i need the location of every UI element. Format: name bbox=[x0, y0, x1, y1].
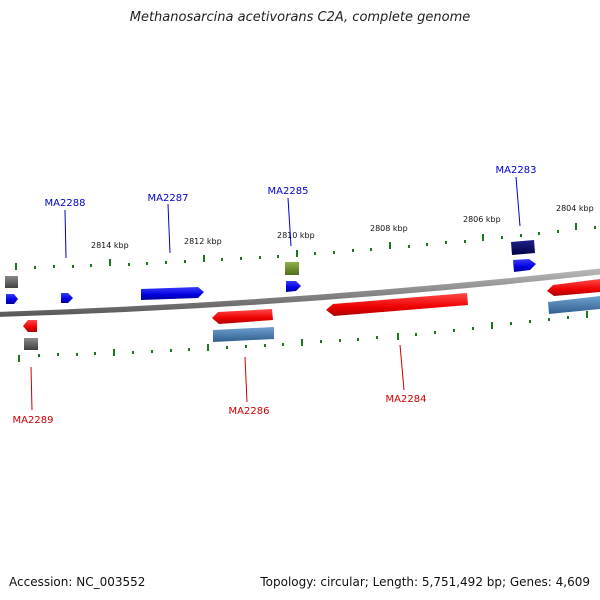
ruler-label: 2814 kbp bbox=[91, 241, 129, 250]
forward-leaders bbox=[64, 176, 521, 259]
gene-feature[interactable] bbox=[326, 293, 468, 316]
ruler-label: 2806 kbp bbox=[463, 215, 501, 224]
gene-label-reverse[interactable]: MA2286 bbox=[229, 406, 270, 417]
gene-feature[interactable] bbox=[212, 309, 273, 324]
reverse-features bbox=[23, 279, 600, 350]
gene-feature[interactable] bbox=[24, 338, 38, 350]
ruler-label: 2810 kbp bbox=[277, 231, 315, 240]
accession-text: Accession: NC_003552 bbox=[9, 575, 146, 589]
ruler-label: 2812 kbp bbox=[184, 237, 222, 246]
diagram-title: Methanosarcina acetivorans C2A, complete… bbox=[129, 10, 471, 25]
gene-label-forward[interactable]: MA2288 bbox=[45, 198, 86, 209]
gene-feature[interactable] bbox=[6, 294, 18, 304]
gene-feature[interactable] bbox=[286, 281, 301, 292]
gene-feature[interactable] bbox=[513, 259, 536, 272]
gene-label-forward[interactable]: MA2285 bbox=[268, 186, 309, 197]
gene-feature[interactable] bbox=[511, 240, 535, 255]
gene-label-forward[interactable]: MA2287 bbox=[148, 193, 189, 204]
gene-label-reverse[interactable]: MA2289 bbox=[13, 415, 54, 426]
gene-feature[interactable] bbox=[141, 287, 204, 300]
gene-feature[interactable] bbox=[548, 296, 600, 314]
ruler-label: 2808 kbp bbox=[370, 224, 408, 233]
forward-ticks bbox=[15, 223, 596, 270]
forward-features bbox=[5, 240, 536, 304]
reverse-leaders bbox=[30, 344, 405, 411]
gene-feature[interactable] bbox=[213, 327, 274, 342]
gene-label-forward[interactable]: MA2283 bbox=[496, 165, 537, 176]
genome-summary: Topology: circular; Length: 5,751,492 bp… bbox=[260, 575, 590, 589]
gene-feature[interactable] bbox=[61, 293, 73, 303]
gene-feature[interactable] bbox=[547, 279, 600, 296]
gene-feature[interactable] bbox=[5, 276, 18, 288]
ruler-label: 2804 kbp bbox=[556, 204, 594, 213]
reverse-ticks bbox=[18, 311, 588, 362]
gene-feature[interactable] bbox=[23, 320, 37, 332]
gene-feature[interactable] bbox=[285, 262, 299, 275]
gene-label-reverse[interactable]: MA2284 bbox=[386, 394, 427, 405]
genome-backbone bbox=[0, 268, 600, 317]
